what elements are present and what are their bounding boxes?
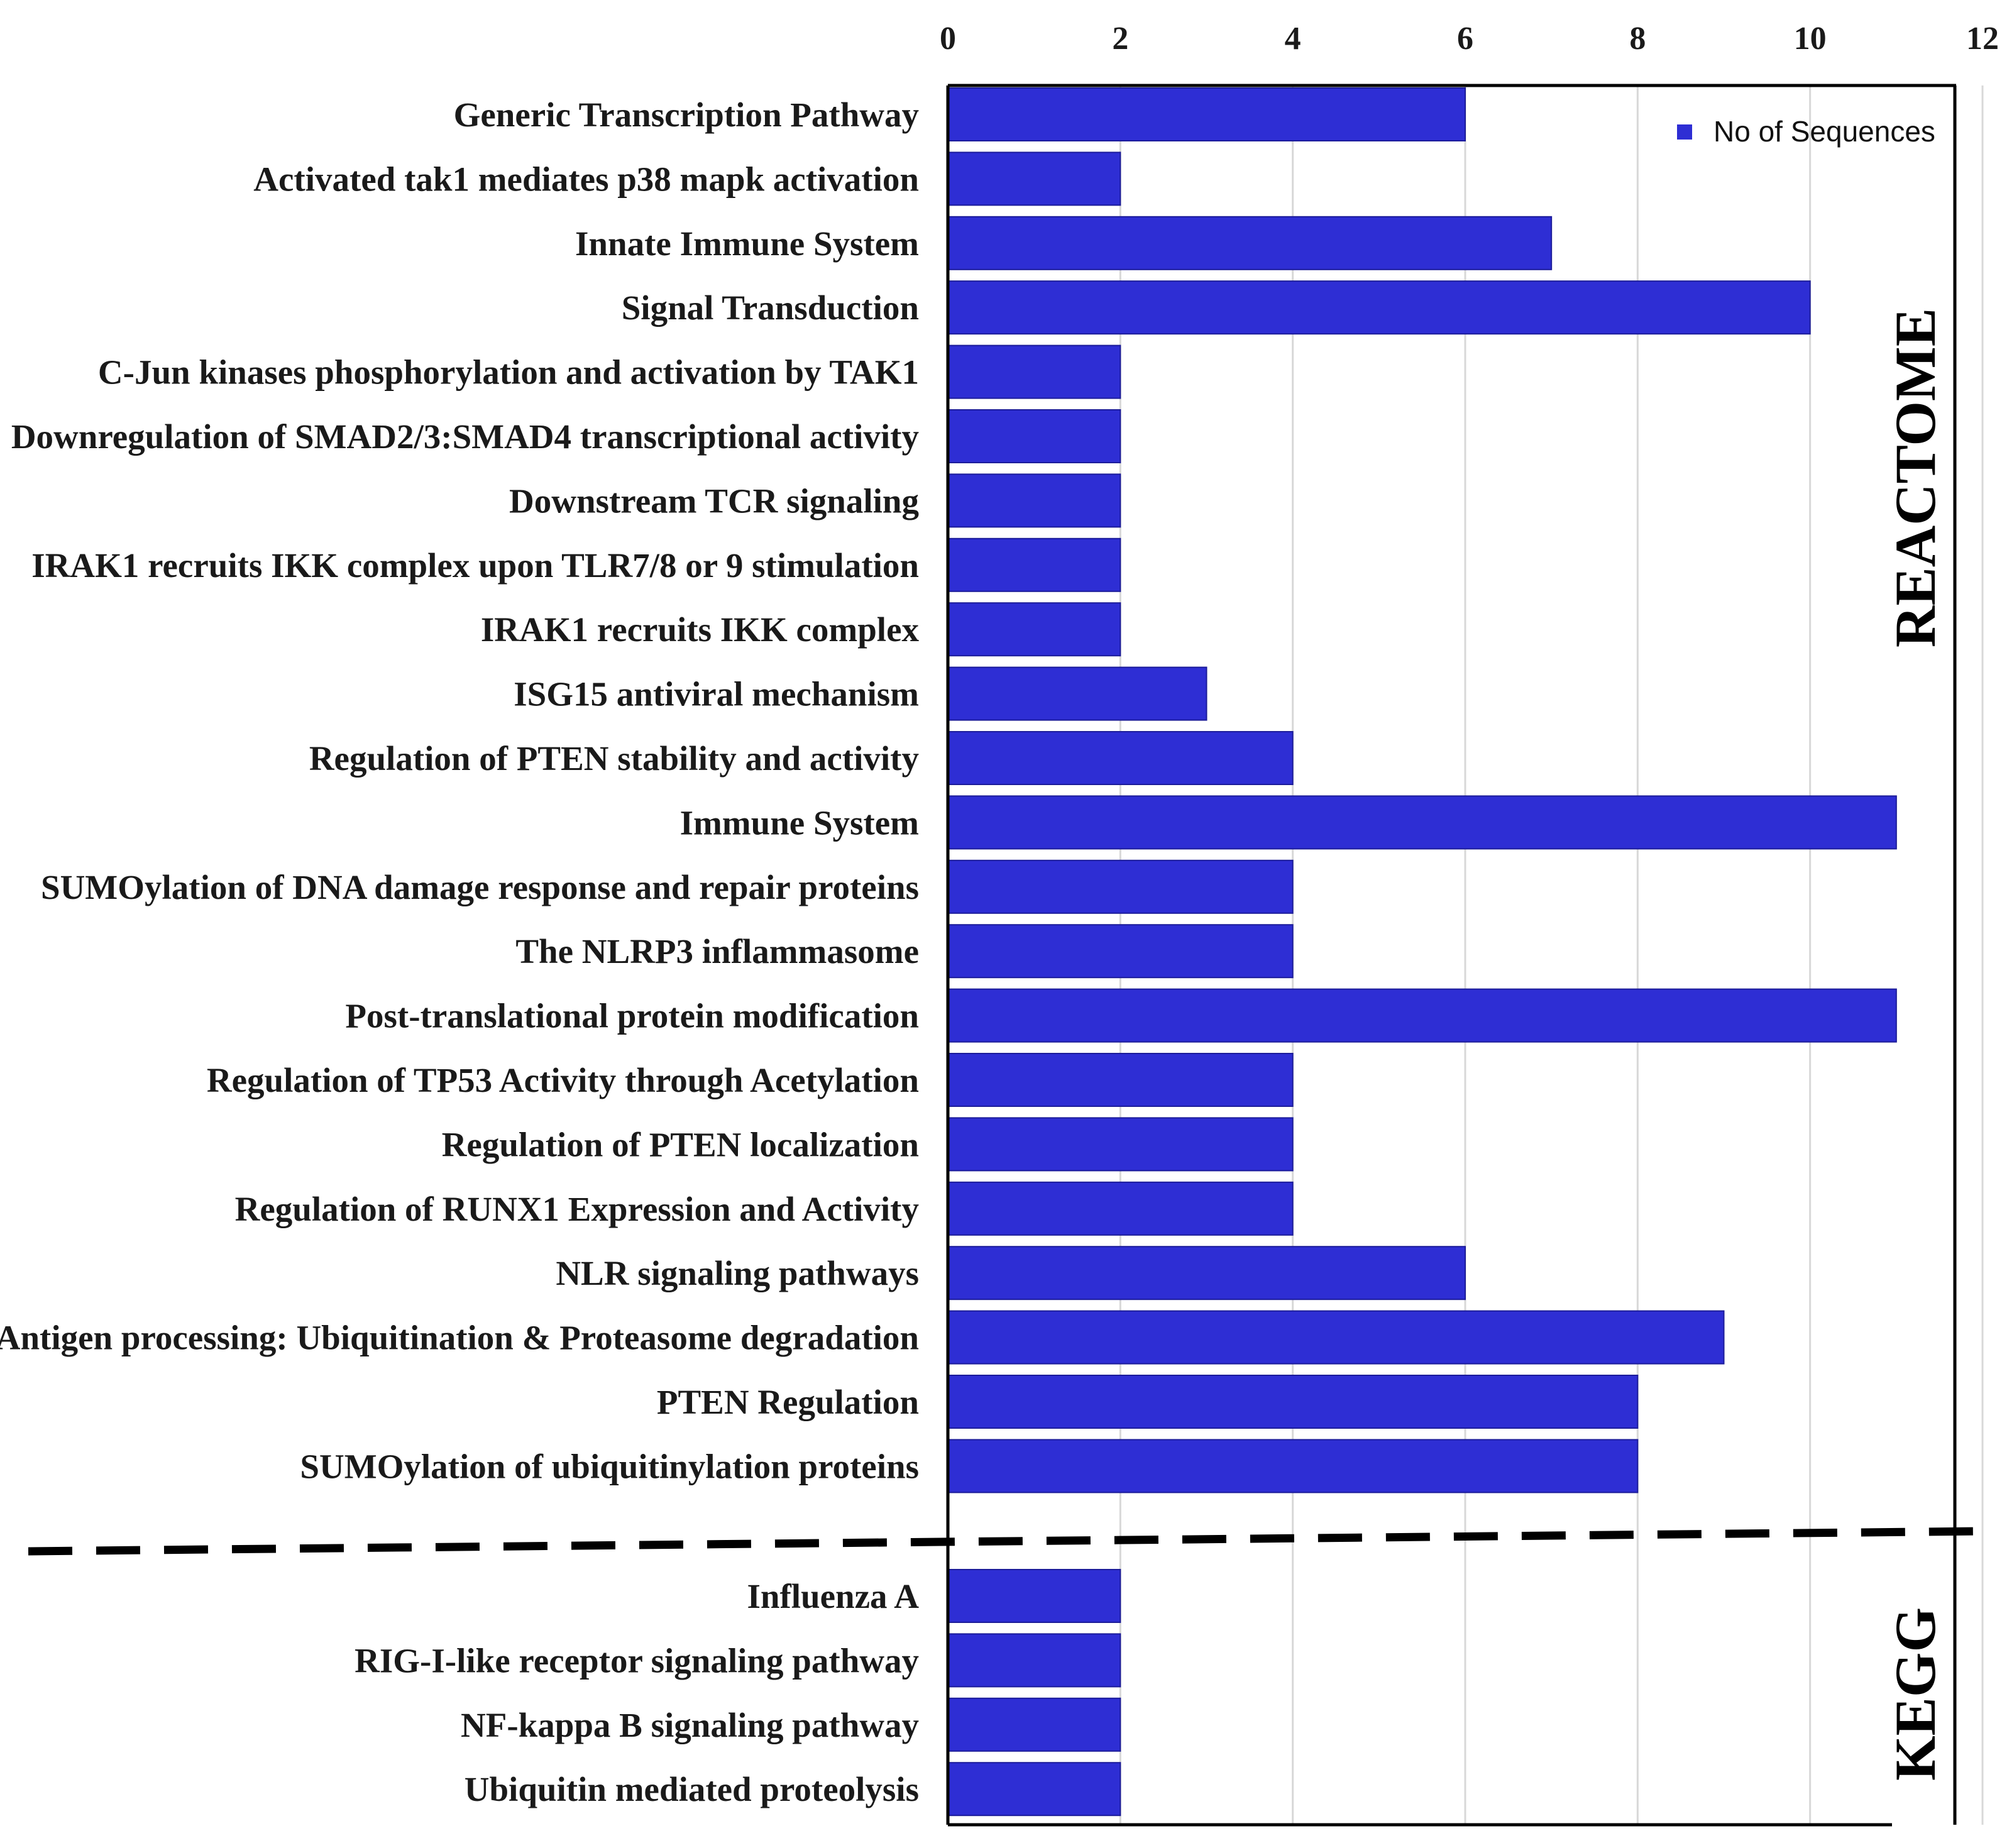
category-label: Regulation of TP53 Activity through Acet…	[207, 1061, 919, 1099]
bars	[947, 87, 1897, 1817]
bar	[947, 859, 1294, 914]
bar	[947, 1439, 1639, 1493]
category-label: Regulation of PTEN stability and activit…	[309, 739, 919, 778]
x-tick-label: 10	[1794, 21, 1827, 57]
category-labels: Generic Transcription Pathway Activated t…	[0, 96, 919, 1808]
x-tick-label: 6	[1457, 21, 1473, 57]
category-label: Generic Transcription Pathway	[454, 96, 919, 134]
category-label: RIG-I-like receptor signaling pathway	[355, 1641, 919, 1680]
bar	[947, 1053, 1294, 1107]
bar	[947, 216, 1553, 270]
group-labels: REACTOME KEGG	[1883, 308, 1947, 1781]
category-label: Downregulation of SMAD2/3:SMAD4 transcri…	[11, 417, 919, 456]
bar	[947, 1633, 1121, 1688]
category-label: IRAK1 recruits IKK complex upon TLR7/8 o…	[31, 546, 919, 585]
bar	[947, 1246, 1466, 1301]
bar	[947, 1697, 1121, 1752]
category-label: NF-kappa B signaling pathway	[461, 1706, 919, 1744]
category-label: Signal Transduction	[622, 289, 919, 327]
x-tick-label: 8	[1629, 21, 1646, 57]
bar	[947, 731, 1294, 785]
category-label: Innate Immune System	[575, 224, 919, 263]
bar	[947, 280, 1811, 335]
bar	[947, 473, 1121, 528]
bar	[947, 602, 1121, 657]
category-label: PTEN Regulation	[657, 1383, 919, 1421]
bar	[947, 1569, 1121, 1623]
x-axis-ticks: 0 2 4 6 8 10 12	[940, 21, 1999, 57]
bar	[947, 988, 1897, 1043]
bar	[947, 1762, 1121, 1817]
x-tick-label: 4	[1285, 21, 1301, 57]
category-label: Influenza A	[747, 1577, 919, 1615]
category-label: Regulation of PTEN localization	[442, 1125, 919, 1163]
category-label: Downstream TCR signaling	[509, 481, 919, 520]
bar	[947, 795, 1897, 850]
bar	[947, 1181, 1294, 1236]
category-label: The NLRP3 inflammasome	[515, 932, 919, 971]
category-label: Immune System	[680, 803, 919, 842]
bar	[947, 344, 1121, 399]
group-separator	[28, 1527, 1981, 1556]
category-label: SUMOylation of DNA damage response and r…	[41, 868, 919, 906]
category-label: Post-translational protein modification	[345, 997, 919, 1035]
category-label: ISG15 antiviral mechanism	[514, 675, 919, 713]
legend-swatch	[1677, 124, 1692, 140]
group-label-reactome: REACTOME	[1883, 308, 1947, 647]
bar	[947, 409, 1121, 463]
category-label: Activated tak1 mediates p38 mapk activat…	[253, 160, 919, 198]
legend: No of Sequences	[1677, 115, 1935, 148]
bar	[947, 537, 1121, 592]
category-label: NLR signaling pathways	[556, 1254, 919, 1292]
x-tick-label: 12	[1966, 21, 1999, 57]
category-label: SUMOylation of ubiquitinylation proteins	[300, 1447, 919, 1485]
x-tick-label: 0	[940, 21, 956, 57]
category-label: Antigen processing: Ubiquitination & Pro…	[0, 1319, 919, 1357]
bar	[947, 87, 1466, 141]
bar	[947, 1375, 1639, 1429]
bar	[947, 1310, 1725, 1365]
bar	[947, 924, 1294, 979]
category-label: C-Jun kinases phosphorylation and activa…	[98, 353, 919, 392]
bar	[947, 666, 1207, 721]
group-label-kegg: KEGG	[1883, 1607, 1947, 1781]
bar	[947, 1117, 1294, 1172]
x-tick-label: 2	[1112, 21, 1128, 57]
plot-frame	[28, 84, 1981, 1827]
category-label: IRAK1 recruits IKK complex	[481, 610, 920, 649]
legend-label: No of Sequences	[1713, 115, 1935, 148]
bar	[947, 151, 1121, 206]
category-label: Ubiquitin mediated proteolysis	[465, 1770, 919, 1808]
category-label: Regulation of RUNX1 Expression and Activ…	[235, 1190, 919, 1228]
